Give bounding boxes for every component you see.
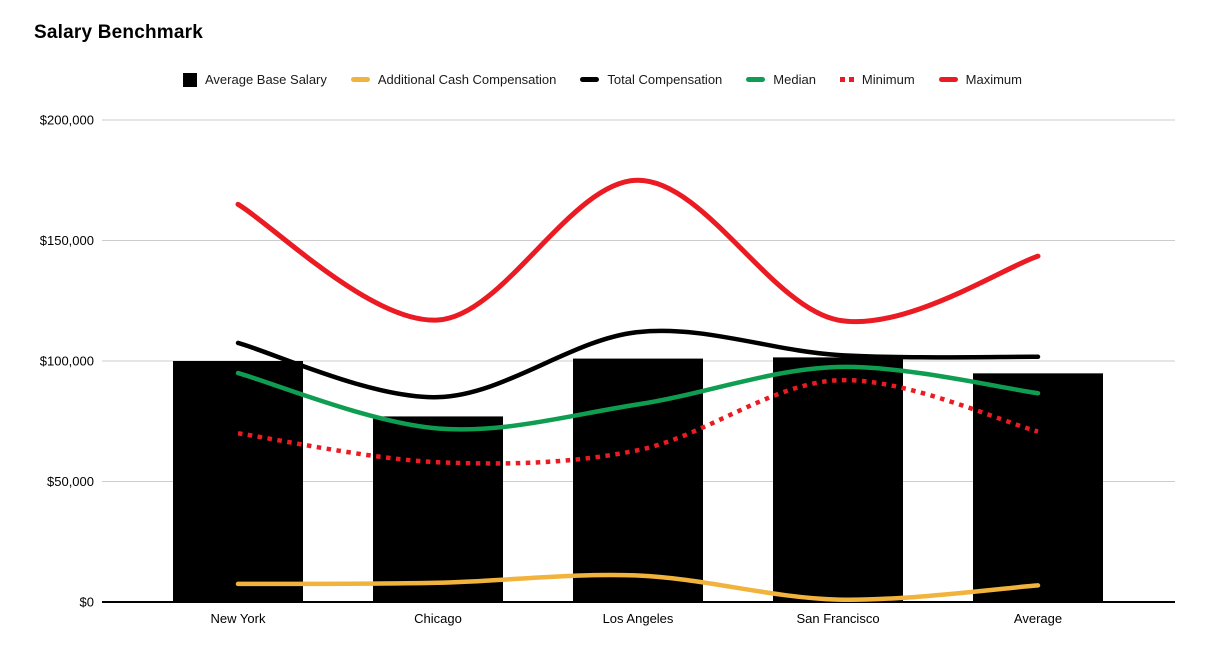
legend-swatch-maximum-icon [938,77,958,82]
legend-item-additional-cash-compensation: Additional Cash Compensation [350,72,557,87]
y-tick-label: $50,000 [47,474,94,489]
legend-label: Additional Cash Compensation [377,72,557,87]
y-tick-label: $100,000 [40,354,94,369]
x-category-label: Los Angeles [603,611,674,626]
bar-new-york [173,361,303,602]
legend-label: Minimum [861,72,915,87]
legend-item-median: Median [746,72,816,87]
line-minimum [237,378,1039,466]
x-category-label: Chicago [414,611,462,626]
x-category-label: San Francisco [796,611,879,626]
line-median [235,364,1041,432]
legend-item-total-compensation: Total Compensation [580,72,722,87]
x-category-label: New York [211,611,266,626]
legend-item-minimum: Minimum [839,72,915,87]
chart-title: Salary Benchmark [34,22,204,43]
legend-label: Median [773,72,816,87]
legend-swatch-additional-cash-compensation-icon [350,77,370,82]
line-maximum [235,177,1041,325]
line-total-compensation [235,328,1041,400]
legend-swatch-minimum-icon [839,77,854,82]
legend-item-average-base-salary: Average Base Salary [182,72,327,87]
bar-average [973,373,1103,602]
bar-chicago [373,416,503,602]
legend-label: Maximum [965,72,1022,87]
legend-label: Average Base Salary [204,72,327,87]
x-category-label: Average [1014,611,1062,626]
legend-item-maximum: Maximum [938,72,1022,87]
chart-legend: Average Base Salary Additional Cash Compe… [0,72,1205,87]
legend-label: Total Compensation [607,72,723,87]
legend-swatch-total-compensation-icon [580,77,600,82]
legend-swatch-average-base-salary-icon [182,72,197,87]
legend-swatch-median-icon [746,77,766,82]
line-additional-cash-compensation [235,572,1041,602]
y-tick-label: $0 [80,595,94,610]
bar-los-angeles [573,358,703,602]
bar-san-francisco [773,357,903,602]
y-tick-label: $150,000 [40,233,94,248]
y-tick-label: $200,000 [40,113,94,128]
